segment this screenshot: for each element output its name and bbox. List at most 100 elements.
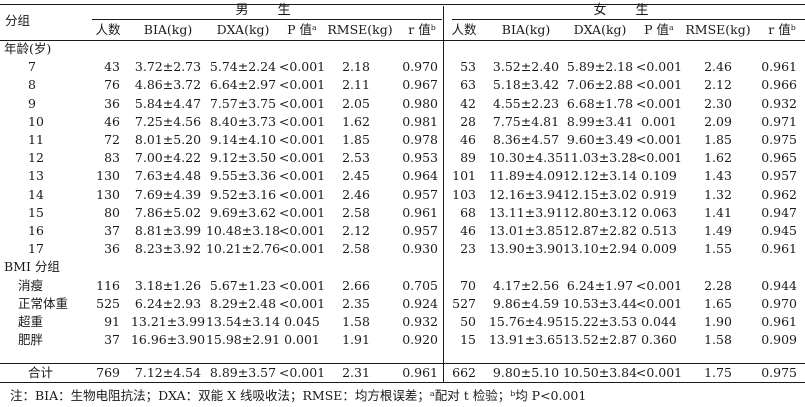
male-value: 2.11 bbox=[342, 77, 370, 93]
male-value: 5.74±2.24 bbox=[209, 59, 277, 75]
female-value: 0.109 bbox=[641, 168, 677, 184]
male-total-value: 0.961 bbox=[402, 365, 438, 380]
female-value: 15.22±3.53 bbox=[562, 314, 638, 329]
male-total-value: 769 bbox=[96, 365, 120, 380]
female-value: 0.044 bbox=[641, 314, 677, 329]
male-value: 0.957 bbox=[402, 223, 438, 238]
male-value: <0.001 bbox=[278, 150, 326, 166]
male-value: 7.69±4.39 bbox=[134, 186, 202, 202]
female-value: 1.41 bbox=[704, 204, 732, 220]
row-label: 8 bbox=[28, 77, 36, 93]
male-value: 10.21±2.76 bbox=[205, 241, 281, 257]
female-value: <0.001 bbox=[635, 150, 683, 166]
male-value: 15.98±2.91 bbox=[205, 332, 281, 348]
female-value: 10.30±4.35 bbox=[488, 150, 564, 166]
female-value: 46 bbox=[460, 223, 476, 238]
male-total-value: 8.89±3.57 bbox=[209, 365, 277, 380]
female-value: 0.961 bbox=[761, 59, 797, 75]
female-value: 13.10±2.94 bbox=[562, 241, 638, 257]
female-value: 13.91±3.65 bbox=[488, 332, 564, 348]
female-value: 5.89±2.18 bbox=[566, 59, 634, 75]
female-bia-header: BIA(kg) bbox=[501, 22, 551, 37]
male-value: 0.981 bbox=[402, 113, 438, 129]
male-value: 525 bbox=[96, 295, 120, 311]
row-label: 7 bbox=[28, 59, 36, 75]
male-value: <0.001 bbox=[278, 132, 326, 147]
male-total-value: 2.31 bbox=[342, 365, 370, 380]
male-value: 0.953 bbox=[402, 150, 438, 166]
male-value: 116 bbox=[96, 277, 120, 293]
female-value: 0.970 bbox=[761, 295, 797, 311]
female-value: 1.85 bbox=[704, 132, 732, 147]
female-value: 7.75±4.81 bbox=[492, 113, 560, 129]
row-label: 消瘦 bbox=[18, 277, 44, 293]
male-value: 2.53 bbox=[342, 150, 370, 166]
female-value: 1.90 bbox=[704, 314, 732, 329]
female-value: 28 bbox=[460, 113, 476, 129]
male-value: 7.57±3.75 bbox=[209, 95, 277, 111]
male-value: <0.001 bbox=[278, 241, 326, 257]
male-bia-header: BIA(kg) bbox=[143, 22, 193, 37]
male-value: 0.705 bbox=[402, 277, 438, 293]
female-value: 68 bbox=[460, 204, 476, 220]
female-value: 103 bbox=[452, 186, 476, 202]
male-value: 13.54±3.14 bbox=[205, 314, 281, 329]
female-value: 6.68±1.78 bbox=[566, 95, 634, 111]
row-label: 17 bbox=[28, 241, 44, 257]
row-label: 15 bbox=[28, 204, 44, 220]
female-value: 0.909 bbox=[761, 332, 797, 348]
female-value: 2.28 bbox=[704, 277, 732, 293]
female-value: 1.62 bbox=[704, 150, 732, 166]
female-total-value: 662 bbox=[452, 365, 476, 380]
female-value: 0.944 bbox=[761, 277, 797, 293]
male-value: 76 bbox=[104, 77, 120, 93]
male-value: 6.64±2.97 bbox=[209, 77, 277, 93]
female-value: 12.80±3.12 bbox=[562, 204, 638, 220]
male-value: 0.978 bbox=[402, 132, 438, 147]
female-value: 0.975 bbox=[761, 132, 797, 147]
female-value: 5.18±3.42 bbox=[492, 77, 560, 93]
male-value: 2.46 bbox=[342, 186, 370, 202]
male-value: <0.001 bbox=[278, 77, 326, 93]
female-value: 0.971 bbox=[761, 113, 797, 129]
female-value: 63 bbox=[460, 77, 476, 93]
female-value: 13.11±3.91 bbox=[488, 204, 564, 220]
male-value: 7.63±4.48 bbox=[134, 168, 202, 184]
male-value: 7.86±5.02 bbox=[134, 204, 202, 220]
female-value: <0.001 bbox=[635, 132, 683, 147]
female-value: 1.58 bbox=[704, 332, 732, 348]
male-value: 2.58 bbox=[342, 241, 370, 257]
female-value: 0.945 bbox=[761, 223, 797, 238]
female-value: 527 bbox=[452, 295, 476, 311]
male-value: 0.045 bbox=[284, 314, 320, 329]
female-value: 0.961 bbox=[761, 314, 797, 329]
row-label: 9 bbox=[28, 95, 36, 111]
total-label: 合计 bbox=[28, 365, 54, 380]
male-value: 7.00±4.22 bbox=[134, 150, 202, 166]
bottom-rule bbox=[0, 382, 805, 383]
group-header: 分组 bbox=[5, 13, 31, 28]
male-value: 130 bbox=[96, 186, 120, 202]
female-value: 4.17±2.56 bbox=[492, 277, 560, 293]
male-value: 2.45 bbox=[342, 168, 370, 184]
female-value: 1.32 bbox=[704, 186, 732, 202]
male-value: <0.001 bbox=[278, 295, 326, 311]
female-value: <0.001 bbox=[635, 295, 683, 311]
section-title: 年龄(岁) bbox=[4, 41, 52, 56]
row-label: 14 bbox=[28, 186, 44, 202]
female-value: 0.919 bbox=[641, 186, 677, 202]
male-value: 8.40±3.73 bbox=[209, 113, 277, 129]
female-dxa-header: DXA(kg) bbox=[573, 22, 627, 37]
female-total-value: 0.975 bbox=[761, 365, 797, 380]
female-value: 12.15±3.02 bbox=[562, 186, 638, 202]
row-label: 超重 bbox=[18, 314, 44, 329]
male-value: 37 bbox=[104, 223, 120, 238]
male-value: <0.001 bbox=[278, 204, 326, 220]
female-value: 15 bbox=[460, 332, 476, 348]
female-value: 2.12 bbox=[704, 77, 732, 93]
female-value: 7.06±2.88 bbox=[566, 77, 634, 93]
male-value: 2.18 bbox=[342, 59, 370, 75]
female-value: 42 bbox=[460, 95, 476, 111]
female-total-value: 1.75 bbox=[704, 365, 732, 380]
